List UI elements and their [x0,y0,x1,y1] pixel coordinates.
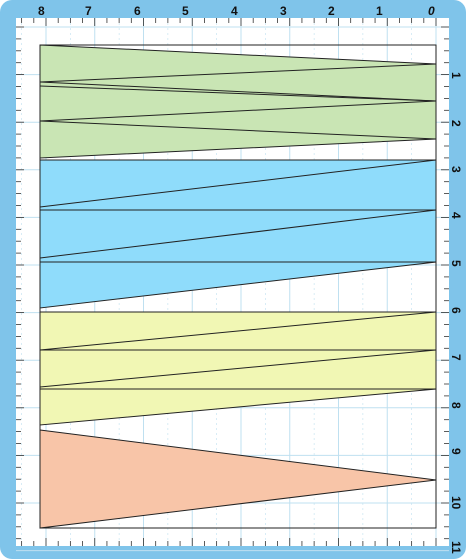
side-label-3: 3 [449,166,463,173]
side-label-5: 5 [449,260,463,267]
side-label-7: 7 [449,354,463,361]
ruler-ticks [16,18,449,546]
cut-line [39,100,437,122]
cut-line [39,63,437,83]
side-label-9: 9 [449,448,463,455]
top-label-5: 5 [182,4,189,18]
side-label-6: 6 [449,307,463,314]
cut-line [39,311,437,351]
cut-line [39,209,437,259]
top-label-2: 2 [328,4,335,18]
cut-line [39,81,437,102]
cut-line [39,349,437,388]
top-label-7: 7 [85,4,92,18]
side-label-8: 8 [449,402,463,409]
side-label-2: 2 [449,120,463,127]
cut-line [39,85,437,102]
side-label-10: 10 [449,496,463,510]
side-label-1: 1 [449,72,463,79]
side-label-4: 4 [449,212,463,219]
top-label-3: 3 [280,4,287,18]
top-label-8: 8 [38,4,45,18]
cut-line [39,120,437,140]
cut-lines [39,63,437,390]
side-label-11: 11 [449,541,463,554]
top-label-6: 6 [134,4,141,18]
top-label-4: 4 [231,4,238,18]
green-piece [39,44,437,159]
side-ruler-labels: 1 2 3 4 5 6 7 8 9 10 11 [449,72,463,554]
cut-line [39,159,437,208]
top-label-0: 0 [428,4,435,18]
salmon-piece [39,429,437,529]
top-label-1: 1 [376,4,383,18]
